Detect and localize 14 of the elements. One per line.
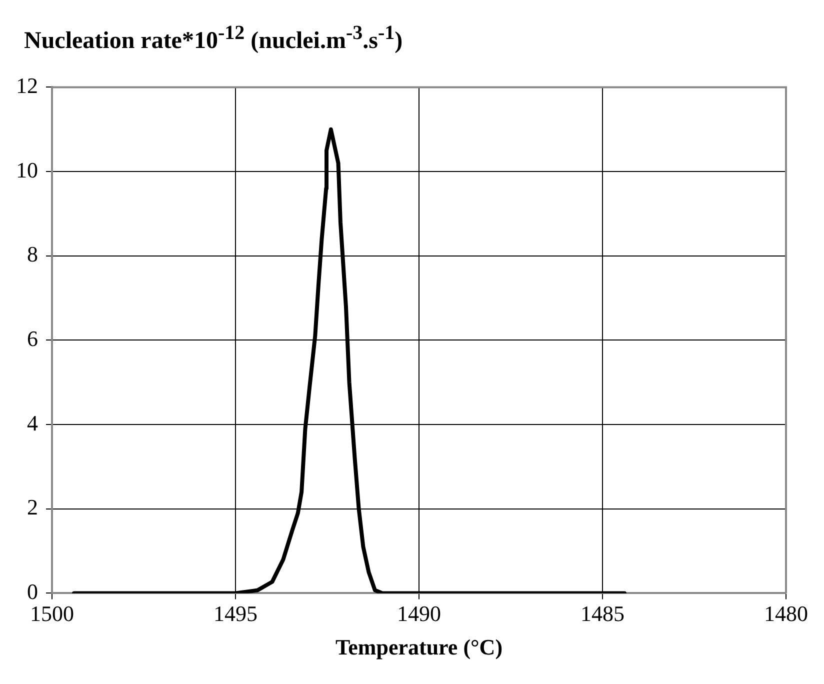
x-axis-title: Temperature (°C) bbox=[335, 634, 503, 660]
x-tick-label: 1490 bbox=[397, 601, 441, 626]
y-tick-label: 4 bbox=[27, 410, 38, 436]
y-axis-title: Nucleation rate*10$^{-12}$ (nuclei.m$^{-3}$.s$^{-1}$) bbox=[23, 21, 404, 56]
x-tick-label: 1480 bbox=[764, 601, 808, 626]
y-tick-label: 10 bbox=[16, 157, 38, 182]
y-tick-label: 0 bbox=[27, 578, 38, 604]
x-tick-label: 1485 bbox=[580, 601, 624, 626]
y-tick-label: 2 bbox=[27, 494, 38, 520]
y-tick-label: 6 bbox=[27, 326, 38, 351]
x-tick-label: 1495 bbox=[214, 601, 258, 626]
y-tick-label: 12 bbox=[16, 72, 38, 98]
y-tick-label: 8 bbox=[27, 242, 38, 267]
x-tick-label: 1500 bbox=[30, 601, 74, 626]
